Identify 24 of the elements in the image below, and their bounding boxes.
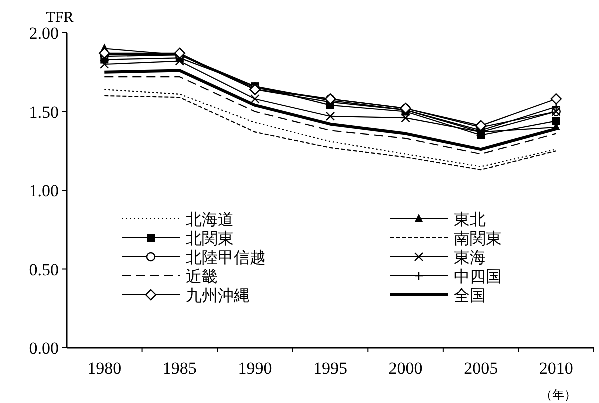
legend-label: 東北 [454, 211, 486, 229]
legend-label: 北陸甲信越 [186, 249, 266, 267]
x-tick-label: 1980 [88, 359, 122, 378]
legend-label: 南関東 [454, 230, 502, 248]
x-tick-label: 1990 [238, 359, 272, 378]
legend-label: 全国 [454, 288, 486, 305]
legend-label: 北海道 [186, 211, 234, 229]
x-tick-label: 1995 [314, 359, 348, 378]
legend-label: 九州沖縄 [186, 287, 250, 305]
y-tick-label: 2.00 [29, 24, 59, 43]
y-tick-label: 1.50 [29, 102, 59, 122]
x-tick-label: 2000 [388, 359, 423, 378]
y-tick-label: 0.50 [29, 260, 59, 280]
legend-label: 北関東 [186, 230, 234, 248]
legend-label: 中四国 [454, 268, 502, 286]
x-tick-label: 2005 [464, 359, 498, 378]
y-tick-label: 1.00 [29, 182, 59, 200]
legend-label: 東海 [454, 249, 486, 267]
x-tick-label: 1985 [162, 359, 197, 378]
x-tick-label: 2010 [539, 359, 574, 378]
y-axis-title: TFR [46, 10, 74, 26]
x-axis-title: （年） [540, 388, 576, 402]
legend-label: 近畿 [186, 268, 218, 286]
y-tick-label: 0.00 [29, 339, 59, 358]
